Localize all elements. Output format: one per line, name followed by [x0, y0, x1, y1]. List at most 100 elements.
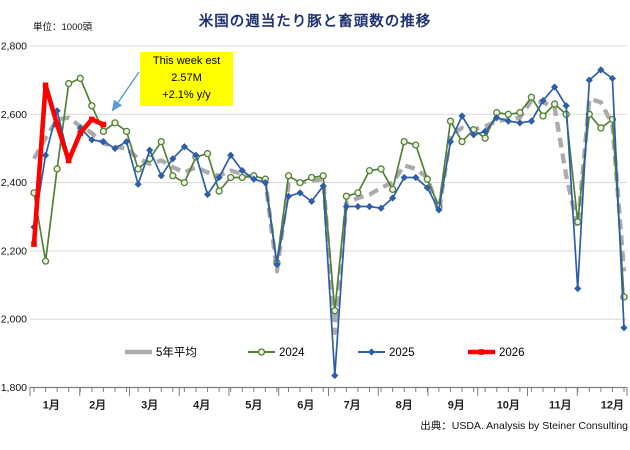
y-tick-label-1800: 1,800	[1, 382, 27, 394]
marker-2024	[122, 127, 131, 136]
marker-2025	[284, 192, 293, 200]
month-label-4: 4月	[193, 399, 210, 412]
marker-2025	[319, 182, 327, 190]
marker-2024	[539, 112, 547, 120]
marker-2025	[111, 144, 119, 153]
legend-item-2026: 2026	[468, 347, 525, 359]
marker-2025	[608, 74, 617, 83]
marker-2024	[550, 100, 559, 108]
y-tick-label-2800: 2,800	[1, 41, 27, 53]
marker-2024	[284, 172, 293, 180]
marker-2025	[597, 66, 605, 74]
marker-2025	[296, 189, 304, 197]
marker-2025	[273, 260, 281, 269]
marker-2024	[446, 117, 455, 125]
marker-2025	[134, 180, 142, 188]
legend-label-5yr-avg: 5年平均	[156, 345, 197, 359]
month-label-7: 7月	[344, 399, 361, 412]
marker-2025	[504, 117, 512, 125]
marker-2026	[77, 130, 84, 136]
marker-2024	[215, 187, 223, 195]
marker-2025	[389, 194, 397, 202]
marker-2025	[377, 204, 385, 212]
marker-2025	[157, 172, 165, 180]
month-label-9: 9月	[448, 399, 465, 412]
marker-2025	[354, 202, 362, 211]
marker-2024	[342, 192, 351, 200]
marker-2025	[342, 202, 350, 211]
marker-2026	[65, 157, 72, 164]
marker-2024	[365, 166, 374, 175]
marker-2024	[377, 165, 385, 173]
marker-2026	[42, 82, 49, 89]
month-label-12: 12月	[601, 399, 624, 412]
marker-2025	[146, 146, 154, 154]
month-label-10: 10月	[497, 399, 520, 412]
marker-2026	[89, 116, 95, 123]
month-label-8: 8月	[396, 399, 413, 412]
marker-2025	[365, 202, 374, 211]
marker-2025	[203, 190, 212, 199]
marker-2025	[516, 119, 524, 127]
marker-2026	[31, 241, 37, 247]
marker-2025	[562, 102, 570, 110]
marker-2025	[539, 97, 547, 105]
marker-2024	[227, 173, 235, 182]
marker-2024	[400, 137, 408, 146]
marker-2025	[215, 173, 223, 182]
marker-2025	[227, 151, 235, 159]
y-tick-label-2400: 2,400	[1, 177, 27, 189]
marker-2024	[527, 93, 536, 101]
marker-legend-2026	[478, 349, 485, 355]
marker-legend-2025	[367, 348, 376, 356]
marker-2026	[54, 121, 60, 128]
marker-2025	[238, 167, 246, 175]
marker-2025	[585, 76, 593, 84]
marker-2025	[446, 138, 455, 146]
marker-2025	[481, 127, 489, 135]
marker-2025	[620, 324, 628, 332]
marker-2024	[169, 172, 177, 180]
marker-2025	[435, 206, 443, 214]
marker-2024	[296, 178, 304, 187]
marker-2024	[238, 173, 246, 182]
y-tick-label-2000: 2,000	[1, 314, 27, 326]
marker-2025	[574, 284, 582, 293]
marker-2025	[331, 371, 339, 380]
legend-item-5yr-avg: 5年平均	[125, 345, 197, 359]
marker-2024	[180, 178, 189, 187]
month-label-2: 2月	[89, 399, 106, 412]
marker-2025	[122, 138, 131, 146]
legend-item-2025: 2025	[358, 347, 415, 359]
marker-2025	[180, 143, 188, 151]
legend-label-2026: 2026	[499, 347, 525, 359]
marker-2024	[516, 108, 524, 117]
marker-2025	[250, 175, 258, 183]
marker-2025	[470, 131, 478, 139]
series-line-2024	[33, 77, 625, 312]
marker-2025	[41, 151, 50, 159]
marker-2024	[319, 172, 327, 180]
marker-2025	[493, 114, 501, 122]
y-tick-label-2200: 2,200	[1, 245, 27, 257]
marker-2024	[65, 79, 73, 88]
marker-2024	[458, 137, 466, 146]
marker-2024	[597, 124, 605, 132]
marker-2024	[88, 102, 96, 110]
marker-2024	[574, 218, 582, 226]
marker-2024	[354, 189, 362, 197]
marker-2024	[53, 165, 61, 173]
marker-2025	[423, 184, 431, 192]
legend-item-2024: 2024	[248, 347, 305, 359]
marker-2025	[261, 179, 269, 187]
marker-2025	[99, 138, 108, 146]
marker-2024	[203, 149, 212, 158]
unit-label: 単位：1000頭	[33, 22, 93, 33]
marker-2025	[412, 173, 420, 182]
series-line-2025	[33, 69, 625, 377]
source-note: 出典：USDA. Analysis by Steiner Consulting	[420, 420, 628, 432]
marker-2024	[423, 175, 431, 183]
annotation-line-2: 2.57M	[171, 72, 202, 84]
